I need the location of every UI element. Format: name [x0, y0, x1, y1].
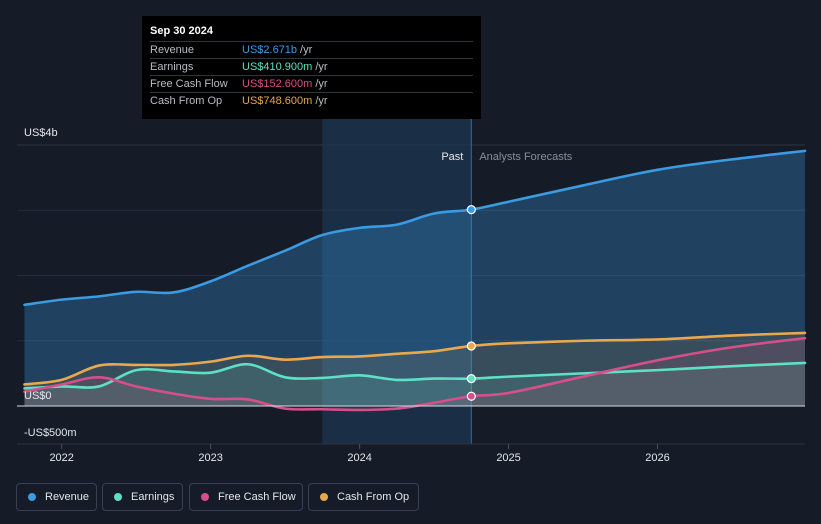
tooltip-label: Cash From Op — [150, 95, 223, 107]
tooltip-value: US$748.600m/yr — [242, 95, 328, 107]
tooltip-row-cash-from-op: Cash From Op US$748.600m/yr — [150, 92, 473, 110]
legend-earnings[interactable]: Earnings — [102, 483, 183, 511]
tooltip-label: Free Cash Flow — [150, 78, 228, 90]
free-cash-flow-area — [24, 338, 806, 410]
legend-free-cash-flow[interactable]: Free Cash Flow — [189, 483, 303, 511]
past-label: Past — [441, 151, 463, 163]
tooltip-value: US$2.671b/yr — [242, 44, 313, 56]
legend-dot-icon — [114, 493, 122, 501]
earnings-area — [24, 362, 806, 406]
tooltip-value: US$410.900m/yr — [242, 61, 328, 73]
earnings-point — [466, 373, 476, 384]
cash-from-op-area — [24, 332, 806, 406]
legend-label: Earnings — [131, 491, 175, 503]
y-tick-label: -US$500m — [24, 427, 77, 439]
legend-label: Free Cash Flow — [218, 491, 296, 503]
legend-label: Cash From Op — [337, 491, 410, 503]
legend-dot-icon — [320, 493, 328, 501]
revenue-point — [466, 204, 476, 215]
x-tick-label: 2023 — [198, 452, 222, 464]
revenue-area — [24, 150, 806, 406]
free-cash-flow-line — [23, 336, 807, 412]
legend-label: Revenue — [45, 491, 90, 503]
cash-from-op-line — [23, 331, 807, 386]
tooltip-value: US$152.600m/yr — [242, 78, 328, 90]
x-tick-label: 2025 — [496, 452, 520, 464]
x-tick-label: 2022 — [49, 452, 73, 464]
tooltip-row-free-cash-flow: Free Cash Flow US$152.600m/yr — [150, 75, 473, 93]
tooltip: Sep 30 2024 Revenue US$2.671b/yr Earning… — [142, 16, 481, 119]
free-cash-flow-point — [466, 391, 476, 401]
tooltip-label: Earnings — [150, 61, 194, 73]
legend-cash-from-op[interactable]: Cash From Op — [308, 483, 419, 511]
past-highlight-band — [322, 112, 472, 444]
tooltip-label: Revenue — [150, 44, 195, 56]
y-tick-label: US$4b — [24, 127, 58, 139]
revenue-line — [23, 149, 807, 307]
legend-dot-icon — [201, 493, 209, 501]
tooltip-row-earnings: Earnings US$410.900m/yr — [150, 58, 473, 76]
legend-dot-icon — [28, 493, 36, 501]
tooltip-date: Sep 30 2024 — [150, 25, 213, 37]
forecast-label: Analysts Forecasts — [479, 151, 572, 163]
cash-from-op-point — [466, 341, 476, 351]
tooltip-row-revenue: Revenue US$2.671b/yr — [150, 41, 473, 59]
x-tick-label: 2026 — [645, 452, 669, 464]
y-tick-label: US$0 — [24, 390, 52, 402]
x-tick-label: 2024 — [347, 452, 371, 464]
legend-revenue[interactable]: Revenue — [16, 483, 97, 511]
